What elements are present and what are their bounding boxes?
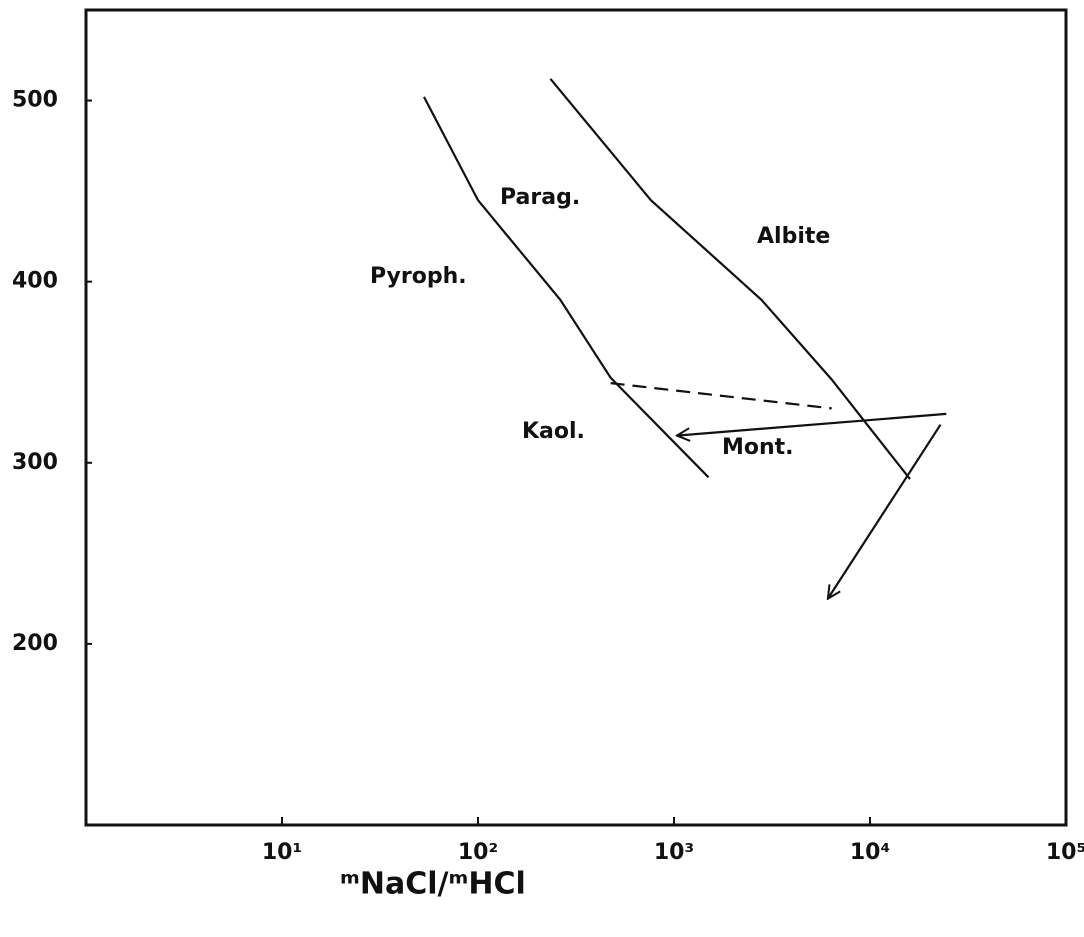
y-tick-label: 400 — [12, 269, 58, 294]
x-tick-label: 10⁵ — [1046, 840, 1084, 865]
dashed-boundary — [610, 382, 832, 410]
region-label: Pyroph. — [370, 264, 467, 289]
x-tick-label: 10³ — [654, 840, 694, 865]
phase-boundary — [549, 78, 911, 480]
region-label: Parag. — [500, 185, 580, 210]
region-label: Mont. — [722, 435, 794, 460]
x-tick-label: 10² — [458, 840, 498, 865]
region-label: Albite — [757, 224, 830, 249]
y-tick-label: 300 — [12, 450, 58, 475]
region-label: Kaol. — [522, 419, 585, 444]
x-tick-label: 10¹ — [262, 840, 302, 865]
arrow — [677, 412, 947, 436]
plot-frame — [84, 8, 1068, 827]
x-tick-label: 10⁴ — [850, 840, 890, 865]
y-tick-label: 200 — [12, 631, 58, 656]
phase-boundary — [423, 96, 710, 479]
x-axis-label: ᵐNaCl/ᵐHCl — [340, 867, 526, 902]
arrow — [828, 424, 942, 599]
y-tick-label: 500 — [12, 88, 58, 113]
